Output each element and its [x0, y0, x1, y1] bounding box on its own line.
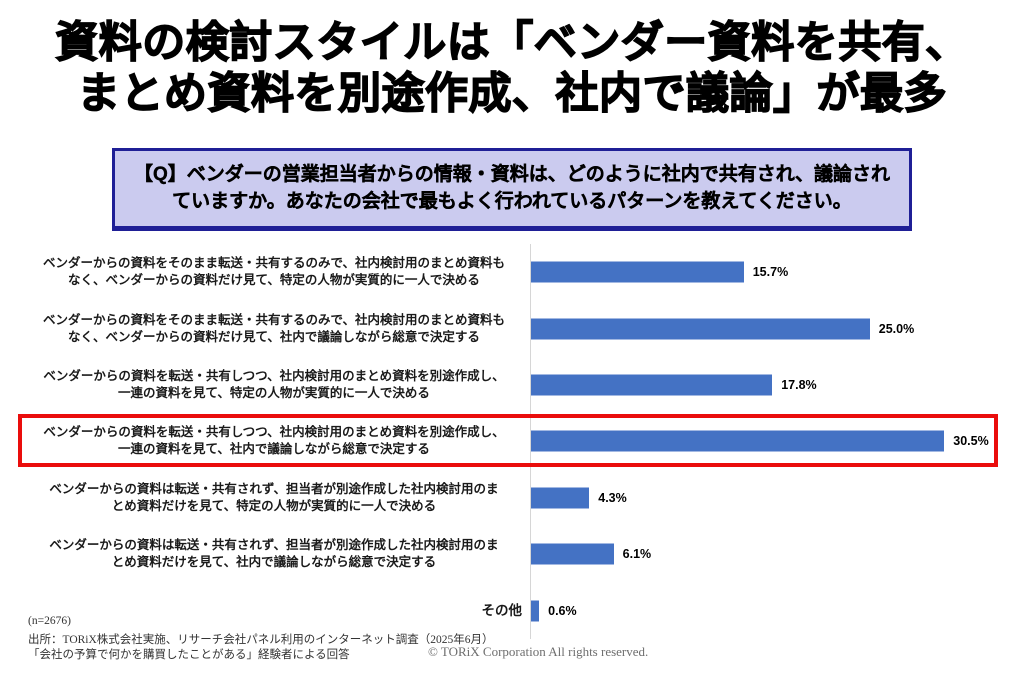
- bar-zone: 6.1%: [530, 525, 996, 583]
- category-label-line-2: なく、ベンダーからの資料だけ見て、特定の人物が実質的に一人で決める: [68, 273, 480, 288]
- bar: [531, 543, 614, 565]
- bar: [531, 487, 590, 509]
- category-label: ベンダーからの資料は転送・共有されず、担当者が別途作成した社内検討用のま とめ資…: [20, 481, 530, 515]
- category-label-line-2: とめ資料だけを見て、特定の人物が実質的に一人で決める: [111, 498, 437, 513]
- chart-row: ベンダーからの資料を転送・共有しつつ、社内検討用のまとめ資料を別途作成し、 一連…: [18, 413, 998, 470]
- bar-zone: 15.7%: [530, 244, 996, 301]
- bar-zone: 25.0%: [530, 300, 996, 357]
- chart-row: ベンダーからの資料は転送・共有されず、担当者が別途作成した社内検討用のま とめ資…: [20, 525, 996, 583]
- bar: [531, 430, 945, 452]
- bar-zone: 4.3%: [530, 469, 996, 526]
- category-label-line-2: 一連の資料を見て、社内で議論しながら総意で決定する: [118, 442, 430, 457]
- question-text: 【Q】ベンダーの営業担当者からの情報・資料は、どのように社内で共有され、議論され…: [134, 164, 890, 212]
- footnote-sample-size: (n=2676): [28, 615, 71, 627]
- category-label-line-2: なく、ベンダーからの資料だけ見て、社内で議論しながら総意で決定する: [68, 329, 480, 344]
- chart-row: ベンダーからの資料をそのまま転送・共有するのみで、社内検討用のまとめ資料も なく…: [20, 300, 996, 357]
- category-label: ベンダーからの資料を転送・共有しつつ、社内検討用のまとめ資料を別途作成し、 一連…: [20, 368, 530, 402]
- value-label: 15.7%: [752, 265, 789, 280]
- slide-title: 資料の検討スタイルは「ベンダー資料を共有、 まとめ資料を別途作成、社内で議論」が…: [0, 18, 1024, 120]
- category-label: ベンダーからの資料をそのまま転送・共有するのみで、社内検討用のまとめ資料も なく…: [20, 312, 530, 346]
- bar-zone: 30.5%: [530, 413, 996, 470]
- value-label: 0.6%: [548, 603, 577, 618]
- category-label-line-2: とめ資料だけを見て、社内で議論しながら総意で決定する: [111, 555, 437, 570]
- value-label: 6.1%: [622, 547, 652, 562]
- slide-title-line-2: まとめ資料を別途作成、社内で議論」が最多: [76, 69, 947, 118]
- bar-zone: 17.8%: [530, 356, 996, 414]
- value-label: 17.8%: [781, 377, 817, 392]
- category-label-line-1: ベンダーからの資料をそのまま転送・共有するのみで、社内検討用のまとめ資料も: [42, 312, 505, 327]
- value-label: 25.0%: [878, 321, 915, 336]
- chart-row: ベンダーからの資料は転送・共有されず、担当者が別途作成した社内検討用のま とめ資…: [20, 469, 996, 526]
- slide-title-line-1: 資料の検討スタイルは「ベンダー資料を共有、: [55, 18, 969, 67]
- category-label-line-1: その他: [481, 603, 523, 619]
- category-label-line-1: ベンダーからの資料をそのまま転送・共有するのみで、社内検討用のまとめ資料も: [42, 256, 505, 271]
- bar: [531, 600, 540, 622]
- bar: [531, 261, 744, 283]
- category-label: ベンダーからの資料を転送・共有しつつ、社内検討用のまとめ資料を別途作成し、 一連…: [20, 424, 530, 458]
- chart-row: その他 0.6%: [20, 582, 996, 639]
- copyright-text: © TORiX Corporation All rights reserved.: [428, 644, 649, 659]
- bar-chart: ベンダーからの資料をそのまま転送・共有するのみで、社内検討用のまとめ資料も なく…: [18, 244, 998, 639]
- footnote-source-line-2: 「会社の予算で何かを購買したことがある」経験者による回答: [28, 649, 350, 661]
- value-label: 4.3%: [598, 490, 627, 505]
- question-box: 【Q】ベンダーの営業担当者からの情報・資料は、どのように社内で共有され、議論され…: [112, 148, 912, 229]
- category-label: ベンダーからの資料をそのまま転送・共有するのみで、社内検討用のまとめ資料も なく…: [20, 255, 530, 289]
- chart-row: ベンダーからの資料を転送・共有しつつ、社内検討用のまとめ資料を別途作成し、 一連…: [20, 356, 996, 414]
- category-label: その他: [20, 602, 530, 619]
- bar: [531, 318, 870, 340]
- footnote-source-line-1: 出所：TORiX株式会社実施、リサーチ会社パネル利用のインターネット調査（202…: [28, 634, 494, 646]
- chart-row: ベンダーからの資料をそのまま転送・共有するのみで、社内検討用のまとめ資料も なく…: [20, 244, 996, 301]
- category-label-line-1: ベンダーからの資料は転送・共有されず、担当者が別途作成した社内検討用のま: [49, 481, 499, 496]
- category-label-line-1: ベンダーからの資料は転送・共有されず、担当者が別途作成した社内検討用のま: [49, 538, 499, 553]
- bar-zone: 0.6%: [530, 582, 996, 639]
- category-label-line-2: 一連の資料を見て、特定の人物が実質的に一人で決める: [118, 385, 430, 400]
- bar: [531, 374, 773, 396]
- category-label: ベンダーからの資料は転送・共有されず、担当者が別途作成した社内検討用のま とめ資…: [20, 537, 530, 571]
- value-label: 30.5%: [953, 434, 989, 449]
- category-label-line-1: ベンダーからの資料を転送・共有しつつ、社内検討用のまとめ資料を別途作成し、: [43, 425, 505, 440]
- category-label-line-1: ベンダーからの資料を転送・共有しつつ、社内検討用のまとめ資料を別途作成し、: [43, 368, 505, 383]
